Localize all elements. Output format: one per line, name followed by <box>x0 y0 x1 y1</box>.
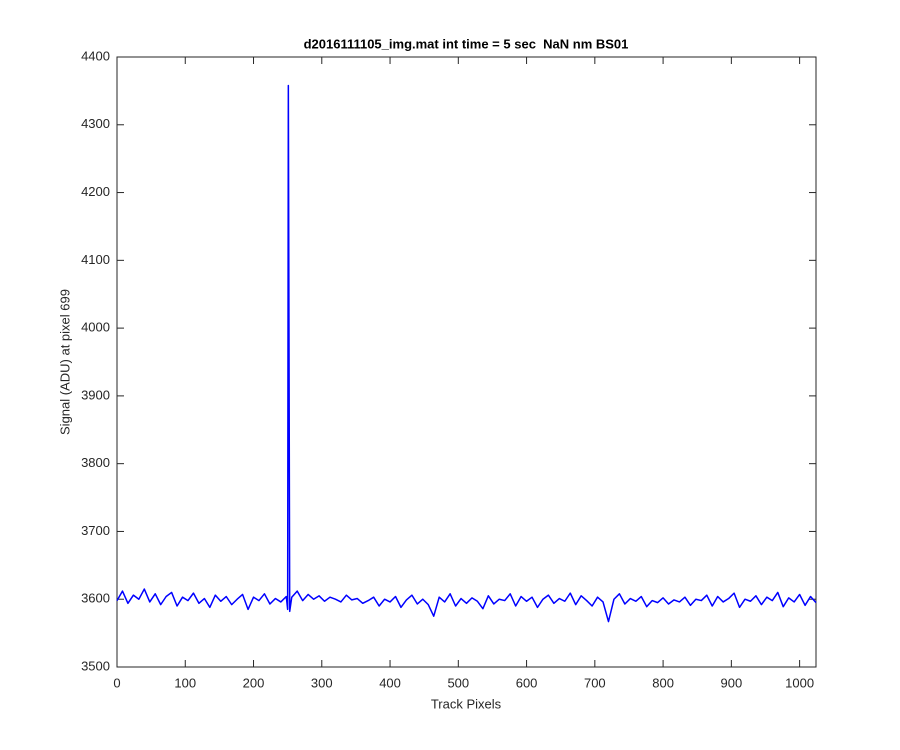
x-tick-label: 1000 <box>785 675 814 690</box>
x-axis-label: Track Pixels <box>431 696 502 711</box>
y-tick-label: 3800 <box>81 455 110 470</box>
y-tick-label: 4200 <box>81 184 110 199</box>
x-tick-label: 800 <box>652 675 674 690</box>
data-line <box>116 84 817 623</box>
x-tick-label: 700 <box>584 675 606 690</box>
x-tick-label: 900 <box>721 675 743 690</box>
chart-title: d2016111105_img.mat int time = 5 sec NaN… <box>304 36 629 51</box>
y-axis-label: Signal (ADU) at pixel 699 <box>57 289 72 435</box>
x-tick-label: 0 <box>113 675 120 690</box>
x-tick-label: 300 <box>311 675 333 690</box>
y-tick-label: 4000 <box>81 320 110 335</box>
x-tick-label: 100 <box>174 675 196 690</box>
y-tick-label: 3700 <box>81 523 110 538</box>
y-tick-label: 4300 <box>81 116 110 131</box>
x-tick-label: 200 <box>243 675 265 690</box>
y-tick-label: 3500 <box>81 658 110 673</box>
y-tick-label: 4100 <box>81 252 110 267</box>
y-tick-label: 3600 <box>81 591 110 606</box>
x-tick-label: 400 <box>379 675 401 690</box>
plot-frame <box>116 56 817 668</box>
y-tick-label: 4400 <box>81 48 110 63</box>
x-tick-label: 500 <box>447 675 469 690</box>
y-tick-label: 3900 <box>81 387 110 402</box>
x-tick-label: 600 <box>516 675 538 690</box>
